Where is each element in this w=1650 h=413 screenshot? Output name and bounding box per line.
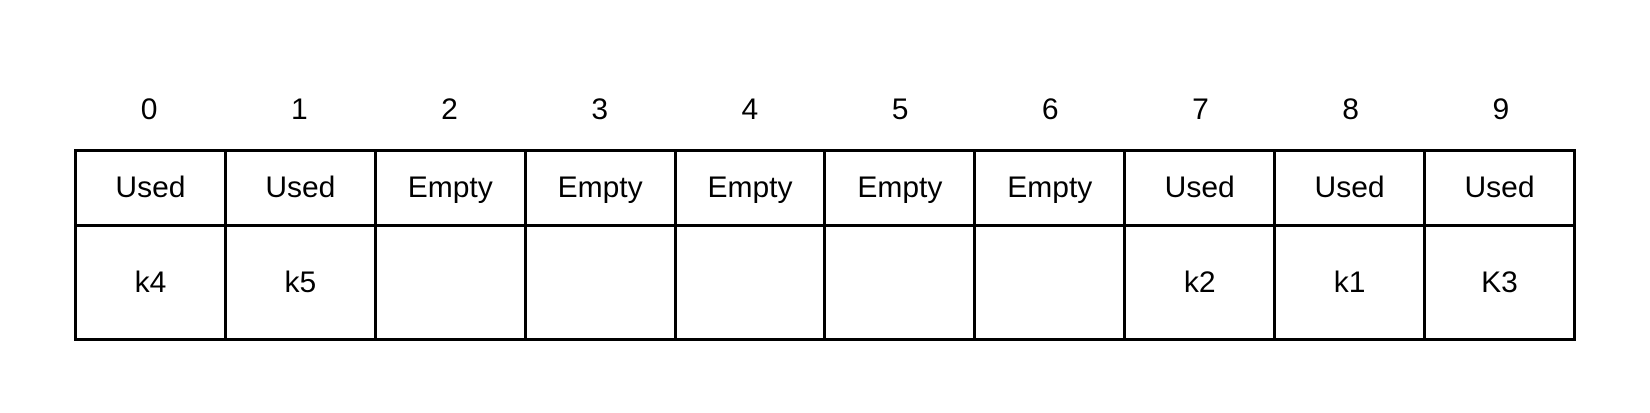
slot-index: 3 (591, 93, 608, 126)
slot-index: 6 (1041, 93, 1059, 126)
slot-key (823, 224, 977, 341)
slot-status: Empty (673, 149, 827, 227)
slot-index-row: 0 1 2 3 4 5 6 7 8 9 (74, 88, 1576, 132)
slot-status: Used (1123, 149, 1277, 227)
slot-index: 7 (1192, 93, 1209, 126)
slot-status: Empty (823, 149, 977, 227)
slot-key: k5 (223, 224, 377, 341)
slot-key: K3 (1423, 224, 1576, 341)
slot-status: Used (74, 149, 227, 227)
slot-index: 0 (140, 93, 158, 126)
slot-index: 4 (741, 93, 759, 126)
slot-status: Empty (373, 149, 527, 227)
slot-key (373, 224, 527, 341)
slot-status-row: Used Used Empty Empty Empty Empty Empty … (74, 149, 1576, 227)
slot-index: 5 (891, 93, 909, 126)
slot-key (523, 224, 677, 341)
slot-status: Used (223, 149, 377, 227)
slot-key-row: k4 k5 k2 k1 K3 (74, 224, 1576, 341)
slot-status: Empty (973, 149, 1127, 227)
slot-index: 2 (441, 93, 458, 126)
slot-key (673, 224, 827, 341)
slot-key: k2 (1123, 224, 1277, 341)
slot-status: Empty (523, 149, 677, 227)
slot-key: k1 (1273, 224, 1427, 341)
slot-status: Used (1423, 149, 1576, 227)
slot-index: 1 (290, 93, 308, 126)
slot-key: k4 (74, 224, 227, 341)
slot-key (973, 224, 1127, 341)
slot-index: 9 (1492, 93, 1510, 126)
slot-index: 8 (1342, 93, 1359, 126)
slot-status: Used (1273, 149, 1427, 227)
hash-table: Used Used Empty Empty Empty Empty Empty … (74, 149, 1576, 341)
